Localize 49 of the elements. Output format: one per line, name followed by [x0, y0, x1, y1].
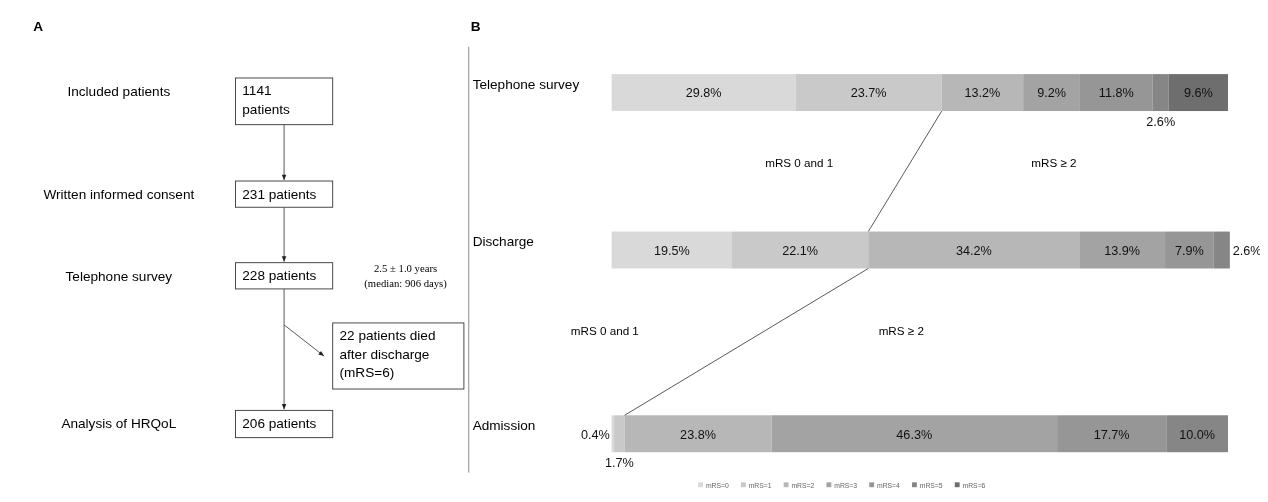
bar — [795, 74, 942, 112]
y-tick-label: Discharge — [472, 234, 534, 250]
data-label: 29.8% — [685, 86, 722, 101]
data-label: 23.7% — [850, 86, 887, 101]
text: 228 patients — [242, 268, 317, 284]
data-label: 2.6% — [1146, 114, 1176, 129]
data-label: 0.4% — [580, 427, 610, 442]
bar — [771, 415, 1058, 453]
data-label: 11.8% — [1098, 86, 1134, 101]
data-label: 7.9% — [1175, 243, 1204, 258]
text: B — [470, 19, 481, 35]
data-label: 9.6% — [1183, 86, 1213, 101]
data-label: 34.2% — [955, 243, 992, 258]
annotation: mRS 0 and 1 — [765, 156, 834, 170]
data-label: 13.9% — [1104, 243, 1141, 258]
data-label: 23.8% — [680, 427, 716, 442]
data-label: 9.2% — [1037, 86, 1066, 101]
annotation: mRS 0 and 1 — [570, 323, 639, 337]
annotation: mRS ≥ 2 — [1031, 156, 1077, 170]
data-label: 13.2% — [964, 86, 1001, 101]
bar — [1152, 74, 1169, 112]
data-label: 19.5% — [653, 243, 690, 258]
data-label: 17.7% — [1093, 427, 1130, 442]
data-label: 22.1% — [782, 243, 819, 258]
bar — [1166, 415, 1228, 453]
text: 2.5 ± 1.0 years (median: 906 days) — [364, 262, 448, 290]
bar — [941, 74, 1024, 112]
bar — [614, 415, 625, 453]
bar — [1079, 74, 1153, 112]
data-label: 1.7% — [604, 455, 634, 470]
bar — [1023, 74, 1080, 112]
text: Analysis of HRQoL — [61, 415, 177, 431]
bar — [1168, 74, 1228, 112]
bar — [624, 415, 772, 453]
text: 1141 patients — [242, 83, 291, 117]
data-label: 10.0% — [1179, 427, 1216, 442]
text: 22 patients died after discharge (mRS=6) — [339, 328, 436, 381]
text: 231 patients — [242, 186, 317, 202]
text: Telephone survey — [65, 269, 173, 285]
text: Written informed consent — [43, 186, 195, 202]
text: Included patients — [67, 84, 171, 100]
annotation: mRS ≥ 2 — [878, 323, 924, 337]
y-tick-label: Telephone survey — [472, 76, 580, 92]
data-label: 46.3% — [896, 427, 933, 442]
y-tick-label: Admission — [472, 417, 536, 433]
text: A — [33, 19, 44, 35]
text: 206 patients — [242, 415, 317, 431]
bar — [611, 74, 796, 112]
bar — [1057, 415, 1167, 453]
